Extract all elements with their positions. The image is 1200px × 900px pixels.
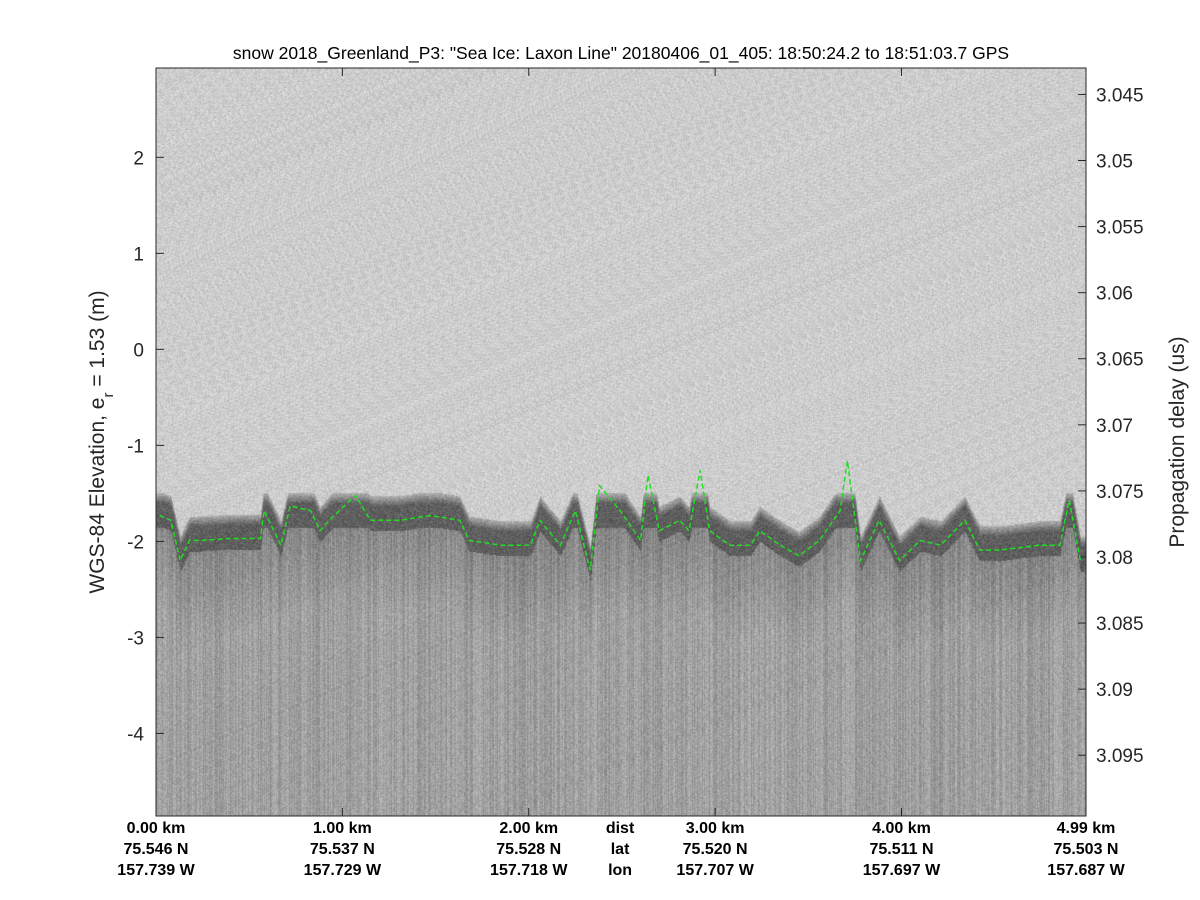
y-right-tick-label: 3.06 bbox=[1096, 284, 1133, 305]
x-tick-label-dist: 0.00 km bbox=[127, 820, 186, 837]
y-tick-label: -2 bbox=[127, 532, 144, 553]
y-tick-label: 2 bbox=[133, 148, 144, 169]
x-tick-label-lat: 75.511 N bbox=[869, 841, 933, 858]
x-tick-label-lon: 157.687 W bbox=[1047, 862, 1125, 879]
y-right-tick-label: 3.055 bbox=[1096, 218, 1144, 239]
x-tick-label-dist: 3.00 km bbox=[686, 820, 745, 837]
x-tick-label-lat: 75.537 N bbox=[310, 841, 375, 858]
x-tick-label-dist: 1.00 km bbox=[313, 820, 372, 837]
x-row-label-dist: dist bbox=[606, 820, 635, 837]
x-tick-label-lat: 75.546 N bbox=[124, 841, 189, 858]
x-tick-label-lat: 75.520 N bbox=[683, 841, 748, 858]
plot-frame bbox=[155, 67, 1087, 817]
x-tick-label-dist: 4.00 km bbox=[872, 820, 931, 837]
x-tick-label-lat: 75.528 N bbox=[496, 841, 561, 858]
x-tick-label-lat: 75.503 N bbox=[1054, 841, 1119, 858]
y-right-tick-label: 3.095 bbox=[1096, 746, 1144, 767]
y-right-tick-label: 3.085 bbox=[1096, 614, 1144, 635]
y-tick-label: 0 bbox=[133, 340, 144, 361]
x-row-label-lat: lat bbox=[611, 841, 630, 858]
y-tick-label: 1 bbox=[133, 244, 144, 265]
surface-pick-line bbox=[159, 460, 1082, 571]
y-right-tick-label: 3.09 bbox=[1096, 680, 1133, 701]
chart-title: snow 2018_Greenland_P3: "Sea Ice: Laxon … bbox=[233, 43, 1009, 64]
x-tick-label-lon: 157.697 W bbox=[863, 862, 941, 879]
y-tick-label: -1 bbox=[127, 436, 144, 457]
x-tick-label-dist: 4.99 km bbox=[1057, 820, 1116, 837]
x-tick-label-lon: 157.718 W bbox=[490, 862, 568, 879]
y-tick-label: -4 bbox=[127, 724, 144, 745]
x-tick-label-dist: 2.00 km bbox=[499, 820, 558, 837]
y-right-tick-label: 3.045 bbox=[1096, 85, 1144, 106]
y-axis-right-label: Propagation delay (us) bbox=[1166, 336, 1189, 547]
x-tick-label-lon: 157.707 W bbox=[676, 862, 754, 879]
y-right-tick-label: 3.065 bbox=[1096, 350, 1144, 371]
y-axis-label: WGS-84 Elevation, er = 1.53 (m) bbox=[86, 290, 117, 593]
x-row-label-lon: lon bbox=[608, 862, 632, 879]
y-right-tick-label: 3.05 bbox=[1096, 152, 1133, 173]
x-tick-label-lon: 157.729 W bbox=[304, 862, 382, 879]
y-tick-label: -3 bbox=[127, 628, 144, 649]
y-right-tick-label: 3.075 bbox=[1096, 482, 1144, 503]
echogram-image bbox=[156, 68, 1086, 816]
y-right-tick-label: 3.08 bbox=[1096, 548, 1133, 569]
x-tick-label-lon: 157.739 W bbox=[117, 862, 195, 879]
y-right-tick-label: 3.07 bbox=[1096, 416, 1133, 437]
